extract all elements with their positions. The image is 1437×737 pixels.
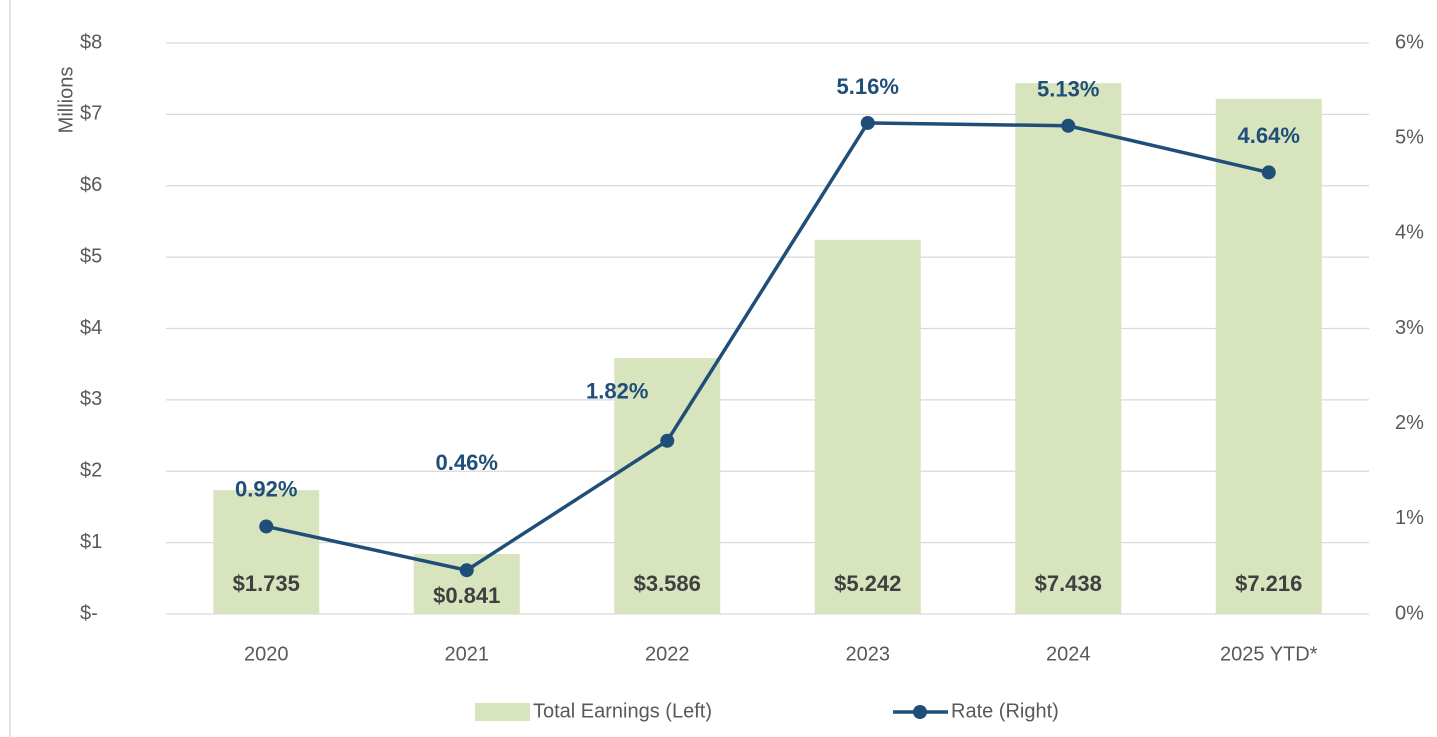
rate-marker: [660, 433, 675, 448]
rate-value-label: 0.46%: [436, 450, 498, 475]
y2-tick-label: 1%: [1395, 507, 1424, 529]
bar-value-label: $7.216: [1235, 571, 1302, 596]
legend-label: Total Earnings (Left): [533, 700, 712, 722]
y-tick-label: $6: [80, 174, 102, 196]
y-tick-label: $1: [80, 531, 102, 553]
rate-value-label: 5.16%: [837, 74, 899, 99]
rate-marker: [1061, 118, 1076, 133]
y2-tick-label: 0%: [1395, 602, 1424, 624]
y2-tick-label: 5%: [1395, 126, 1424, 148]
chart-border: [9, 0, 11, 737]
bar: [1015, 83, 1122, 615]
rate-value-label: 5.13%: [1037, 77, 1099, 102]
x-tick-label: 2024: [1046, 643, 1091, 665]
rate-marker: [860, 115, 875, 130]
bar: [614, 358, 721, 614]
bar: [213, 490, 320, 614]
legend-swatch: [475, 703, 530, 721]
rate-value-label: 1.82%: [586, 379, 648, 404]
bar-value-label: $3.586: [634, 571, 701, 596]
y2-tick-label: 2%: [1395, 412, 1424, 434]
x-tick-label: 2023: [846, 643, 891, 665]
y-tick-label: $-: [80, 602, 98, 624]
y2-tick-label: 3%: [1395, 317, 1424, 339]
legend-marker: [913, 705, 927, 719]
y-tick-label: $7: [80, 103, 102, 125]
rate-marker: [259, 519, 274, 534]
rate-marker: [459, 563, 474, 578]
rate-value-label: 0.92%: [235, 476, 297, 501]
legend-label: Rate (Right): [951, 700, 1059, 722]
bar: [1215, 98, 1322, 614]
bar: [814, 239, 921, 615]
rate-marker: [1261, 165, 1276, 180]
y2-tick-label: 6%: [1395, 31, 1424, 53]
rate-value-label: 4.64%: [1238, 123, 1300, 148]
x-tick-label: 2022: [645, 643, 690, 665]
x-tick-label: 2020: [244, 643, 289, 665]
y-tick-label: $4: [80, 317, 102, 339]
rate-line: [265, 121, 1270, 573]
y-axis-label: Millions: [55, 67, 77, 134]
y-tick-label: $2: [80, 460, 102, 482]
y-tick-label: $5: [80, 245, 102, 267]
bar-value-label: $7.438: [1035, 571, 1102, 596]
bar-value-label: $0.841: [433, 583, 500, 608]
x-tick-label: 2021: [445, 643, 490, 665]
y-tick-label: $8: [80, 31, 102, 53]
bar-value-label: $5.242: [834, 571, 901, 596]
bar-value-label: $1.735: [233, 571, 300, 596]
x-tick-label: 2025 YTD*: [1220, 643, 1318, 665]
y-tick-label: $3: [80, 388, 102, 410]
y2-tick-label: 4%: [1395, 222, 1424, 244]
